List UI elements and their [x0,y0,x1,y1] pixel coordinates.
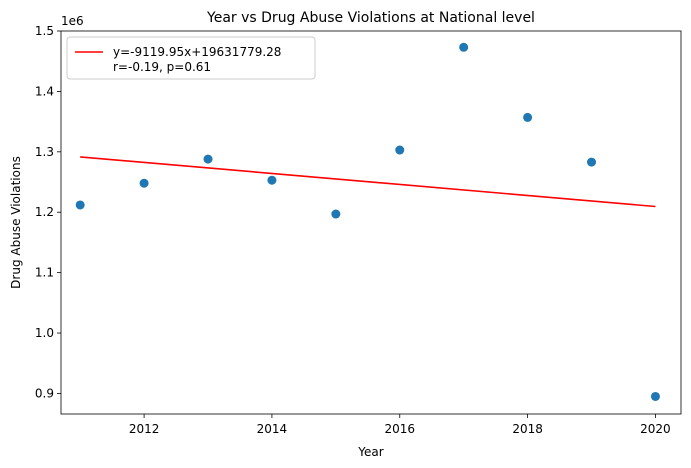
x-tick-label: 2020 [640,422,671,436]
data-point [523,112,533,122]
data-point [267,175,277,185]
axes-frame [60,30,682,415]
x-tick-label: 2014 [257,422,288,436]
data-point [331,209,341,219]
data-point [459,42,469,52]
y-tick-label: 1.2 [35,205,54,219]
data-point [395,145,405,155]
x-tick-label: 2016 [384,422,415,436]
data-point [650,391,660,401]
data-point [75,200,85,210]
y-tick-label: 1.1 [35,266,54,280]
legend: y=-9119.95x+19631779.28 r=-0.19, p=0.61 [66,36,316,80]
y-axis-offset-label: 1e6 [61,14,84,28]
legend-box [66,36,316,80]
data-point [587,157,597,167]
y-axis-title: Drug Abuse Violations [9,156,23,289]
data-point [203,154,213,164]
x-tick-label: 2012 [129,422,160,436]
legend-equation-label: y=-9119.95x+19631779.28 [113,45,281,59]
regression-line [80,156,656,208]
data-point [139,178,149,188]
y-tick-label: 1.4 [35,84,54,98]
x-axis-title: Year [357,445,383,459]
chart-title: Year vs Drug Abuse Violations at Nationa… [206,10,535,26]
y-tick-label: 1.0 [35,326,54,340]
x-tick-label: 2018 [512,422,543,436]
y-tick-label: 1.3 [35,145,54,159]
plot-area: 2012 2014 2016 2018 2020 0.9 1.0 1.1 1.2 1.3 1.4 1.… [35,24,682,436]
y-tick-label: 0.9 [35,386,54,400]
legend-stats-label: r=-0.19, p=0.61 [113,60,211,74]
y-tick-label: 1.5 [35,24,54,38]
